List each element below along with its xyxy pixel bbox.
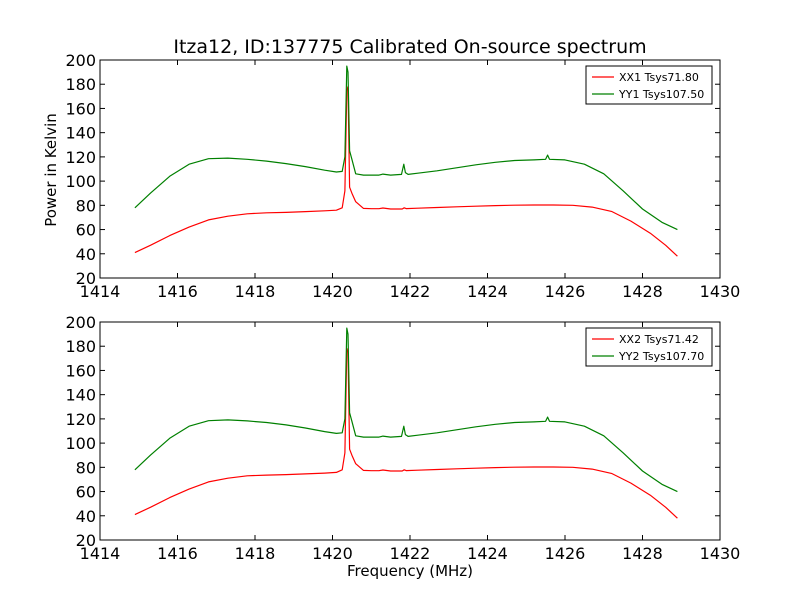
y-tick-label: 60 <box>76 221 96 240</box>
x-tick-label: 1420 <box>312 282 353 301</box>
y-tick-label: 160 <box>65 99 96 118</box>
x-tick-label: 1430 <box>700 282 741 301</box>
legend-label: XX2 Tsys71.42 <box>619 333 699 346</box>
x-tick-label: 1416 <box>157 544 198 563</box>
series-line-yy2 <box>134 327 678 493</box>
y-tick-label: 80 <box>76 458 96 477</box>
legend-label: YY2 Tsys107.70 <box>618 350 704 363</box>
y-tick-label: 100 <box>65 172 96 191</box>
y-tick-label: 40 <box>76 507 96 526</box>
legend-box <box>585 327 713 367</box>
y-tick-label: 60 <box>76 483 96 502</box>
y-tick-label: 200 <box>65 313 96 332</box>
x-tick-label: 1428 <box>622 544 663 563</box>
x-tick-label: 1430 <box>700 544 741 563</box>
bottom-spectrum-panel: 1414 1416 1418 1420 1422 1424 1426 1428 1430 20 40… <box>65 313 740 563</box>
y-tick-label: 140 <box>65 386 96 405</box>
x-tick-label: 1418 <box>235 282 276 301</box>
y-tick-label: 200 <box>65 51 96 70</box>
y-tick-label: 40 <box>76 245 96 264</box>
y-tick-label: 120 <box>65 410 96 429</box>
y-tick-label: 20 <box>76 531 96 550</box>
y-tick-label: 160 <box>65 361 96 380</box>
x-tick-label: 1416 <box>157 282 198 301</box>
legend-label: XX1 Tsys71.80 <box>619 71 699 84</box>
top-spectrum-panel: 1414 1416 1418 1420 1422 1424 1426 1428 1430 20 40… <box>65 51 740 301</box>
x-tick-label: 1422 <box>390 282 431 301</box>
x-tick-label: 1418 <box>235 544 276 563</box>
x-tick-label: 1426 <box>545 544 586 563</box>
x-tick-label: 1426 <box>545 282 586 301</box>
series-line-yy1 <box>134 65 678 231</box>
chart-title: Itza12, ID:137775 Calibrated On-source s… <box>173 36 646 58</box>
y-axis-label: Power in Kelvin <box>42 113 60 227</box>
x-tick-label: 1428 <box>622 282 663 301</box>
legend: XX1 Tsys71.80 YY1 Tsys107.50 <box>585 65 713 105</box>
y-tick-label: 180 <box>65 75 96 94</box>
y-tick-label: 20 <box>76 269 96 288</box>
x-tick-label: 1424 <box>467 544 508 563</box>
x-tick-label: 1414 <box>80 544 121 563</box>
x-tick-label: 1422 <box>390 544 431 563</box>
x-tick-label: 1420 <box>312 544 353 563</box>
x-axis-label: Frequency (MHz) <box>347 562 473 580</box>
y-tick-label: 140 <box>65 124 96 143</box>
series-line-xx2 <box>134 348 678 519</box>
y-tick-label: 120 <box>65 148 96 167</box>
series-line-xx1 <box>134 85 678 257</box>
legend-label: YY1 Tsys107.50 <box>618 88 704 101</box>
legend-box <box>585 65 713 105</box>
y-tick-label: 100 <box>65 434 96 453</box>
x-tick-label: 1414 <box>80 282 121 301</box>
legend: XX2 Tsys71.42 YY2 Tsys107.70 <box>585 327 713 367</box>
y-tick-label: 180 <box>65 337 96 356</box>
x-tick-label: 1424 <box>467 282 508 301</box>
y-tick-label: 80 <box>76 196 96 215</box>
